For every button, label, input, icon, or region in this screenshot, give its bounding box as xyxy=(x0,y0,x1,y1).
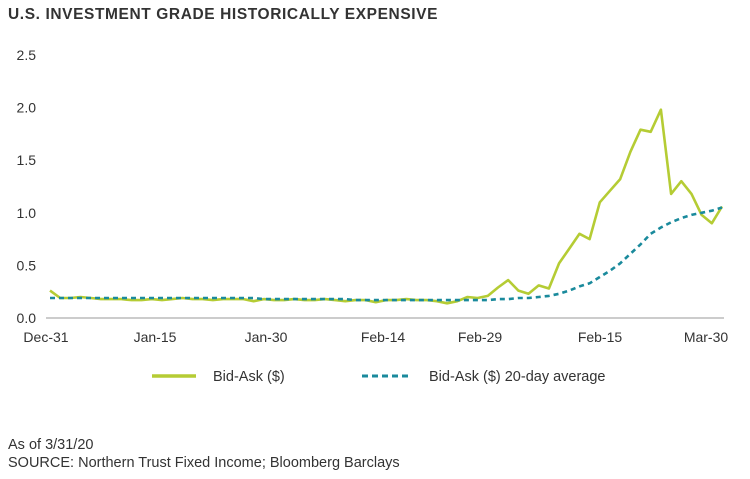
bid-ask-series-line xyxy=(49,108,724,305)
y-tick-label: 0.0 xyxy=(17,310,37,326)
chart-title: U.S. INVESTMENT GRADE HISTORICALLY EXPEN… xyxy=(8,6,439,23)
x-tick-label: Mar-30 xyxy=(684,329,729,345)
source-note: SOURCE: Northern Trust Fixed Income; Blo… xyxy=(8,455,400,471)
series-lines xyxy=(49,108,724,305)
x-tick-label: Jan-15 xyxy=(134,329,177,345)
legend-label-bid-ask: Bid-Ask ($) xyxy=(213,369,285,385)
y-tick-label: 1.0 xyxy=(17,205,37,221)
x-tick-label: Feb-14 xyxy=(361,329,406,345)
x-tick-label: Feb-15 xyxy=(578,329,623,345)
legend: Bid-Ask ($) Bid-Ask ($) 20-day average xyxy=(152,369,606,385)
y-tick-label: 2.0 xyxy=(17,100,37,116)
y-tick-label: 1.5 xyxy=(17,152,37,168)
line-chart: 0.0 0.5 1.0 1.5 2.0 2.5 Dec-31 Jan-15 Jan-30 Feb… xyxy=(17,47,729,385)
average-series-line xyxy=(50,206,723,302)
y-tick-labels: 0.0 0.5 1.0 1.5 2.0 2.5 xyxy=(17,47,37,326)
y-tick-label: 2.5 xyxy=(17,47,37,63)
x-tick-label: Jan-30 xyxy=(245,329,288,345)
x-tick-label: Feb-29 xyxy=(458,329,503,345)
y-tick-label: 0.5 xyxy=(17,257,37,273)
legend-label-20-day-average: Bid-Ask ($) 20-day average xyxy=(429,369,606,385)
x-tick-label: Dec-31 xyxy=(23,329,68,345)
as-of-note: As of 3/31/20 xyxy=(8,437,94,453)
x-tick-labels: Dec-31 Jan-15 Jan-30 Feb-14 Feb-29 Feb-15 Mar-… xyxy=(23,329,728,345)
